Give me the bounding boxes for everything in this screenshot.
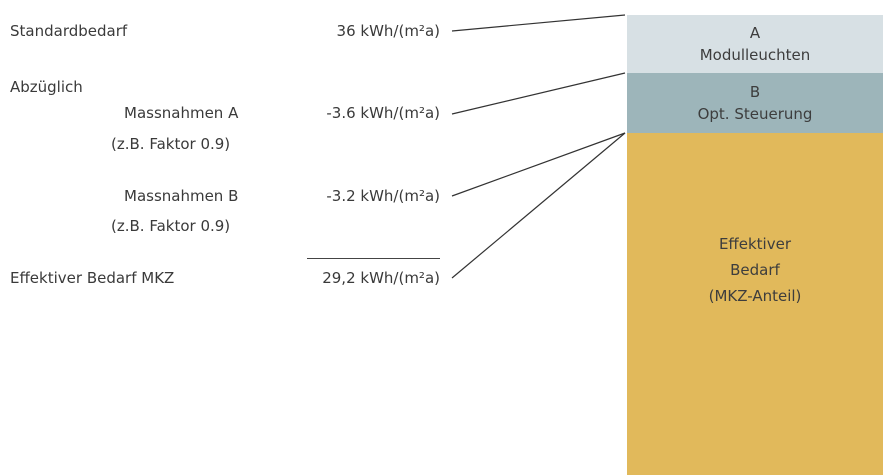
standard-value: 36 kWh/(m²a)	[336, 22, 440, 40]
deduction-label: Abzüglich	[10, 78, 83, 96]
measure-b-value: -3.2 kWh/(m²a)	[326, 187, 440, 205]
effective-label: Effektiver Bedarf MKZ	[10, 269, 175, 287]
segment-b-letter: B	[749, 83, 761, 101]
connector-measure-a	[451, 72, 626, 115]
segment-a-name: Modulleuchten	[699, 46, 811, 64]
connector-effective	[451, 132, 626, 279]
measure-b-label: Massnahmen B	[124, 187, 239, 205]
standard-label: Standardbedarf	[10, 22, 128, 40]
effective-value: 29,2 kWh/(m²a)	[322, 269, 440, 287]
connector-standard	[451, 14, 626, 32]
segment-c-line2: Bedarf	[730, 261, 780, 279]
segment-b-steuerung: B Opt. Steuerung	[627, 73, 883, 133]
measure-a-note: (z.B. Faktor 0.9)	[111, 135, 231, 153]
connector-measure-b	[451, 132, 626, 197]
segment-a-letter: A	[749, 24, 761, 42]
measure-b-note: (z.B. Faktor 0.9)	[111, 217, 231, 235]
segment-a-modulleuchten: A Modulleuchten	[627, 15, 883, 73]
measure-a-value: -3.6 kWh/(m²a)	[326, 104, 440, 122]
measure-a-label: Massnahmen A	[124, 104, 239, 122]
segment-b-name: Opt. Steuerung	[697, 105, 813, 123]
segment-c-line1: Effektiver	[718, 235, 792, 253]
sum-rule	[307, 258, 440, 259]
segment-c-line3: (MKZ-Anteil)	[708, 287, 802, 305]
segment-c-effektiver-bedarf: Effektiver Bedarf (MKZ-Anteil)	[627, 133, 883, 475]
